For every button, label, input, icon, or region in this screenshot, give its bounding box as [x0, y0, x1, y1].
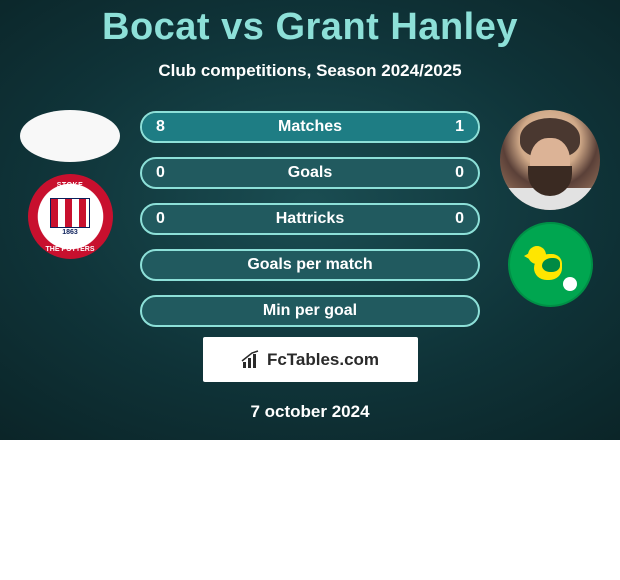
- infographic-root: Bocat vs Grant Hanley Club competitions,…: [0, 0, 620, 580]
- page-title: Bocat vs Grant Hanley: [0, 6, 620, 49]
- stat-label: Goals per match: [247, 256, 372, 274]
- player-photo-placeholder: [20, 110, 120, 162]
- stat-value-left: 8: [156, 118, 165, 136]
- badge-year: 1863: [62, 229, 78, 236]
- watermark-text: FcTables.com: [267, 350, 379, 370]
- stoke-stripes-icon: [50, 198, 90, 228]
- bottom-whitespace: [0, 440, 620, 580]
- ball-icon: [563, 277, 577, 291]
- stat-label: Matches: [278, 118, 342, 136]
- watermark: FcTables.com: [203, 337, 418, 382]
- stat-value-right: 1: [455, 118, 464, 136]
- stat-value-right: 0: [455, 210, 464, 228]
- badge-text-top: STOKE: [57, 182, 84, 189]
- stat-value-left: 0: [156, 164, 165, 182]
- content-area: Bocat vs Grant Hanley Club competitions,…: [0, 0, 620, 440]
- right-club-badge: [508, 222, 593, 307]
- stat-row: Min per goal: [140, 295, 480, 327]
- stat-value-right: 0: [455, 164, 464, 182]
- player-photo: [500, 110, 600, 210]
- right-player-column: [490, 110, 610, 307]
- stat-row: 0 Hattricks 0: [140, 203, 480, 235]
- stat-fill-right: [411, 113, 478, 141]
- stat-row: 0 Goals 0: [140, 157, 480, 189]
- bar-chart-icon: [241, 350, 261, 370]
- stat-label: Min per goal: [263, 302, 357, 320]
- subtitle: Club competitions, Season 2024/2025: [0, 61, 620, 81]
- badge-text-bottom: THE POTTERS: [45, 246, 94, 253]
- left-club-badge: STOKE 1863 THE POTTERS: [28, 174, 113, 259]
- stat-label: Goals: [288, 164, 332, 182]
- stat-row: 8 Matches 1: [140, 111, 480, 143]
- stat-label: Hattricks: [276, 210, 344, 228]
- date-label: 7 october 2024: [0, 402, 620, 422]
- left-player-column: STOKE 1863 THE POTTERS: [10, 110, 130, 259]
- stat-row: Goals per match: [140, 249, 480, 281]
- stat-value-left: 0: [156, 210, 165, 228]
- stat-fill-left: [142, 113, 411, 141]
